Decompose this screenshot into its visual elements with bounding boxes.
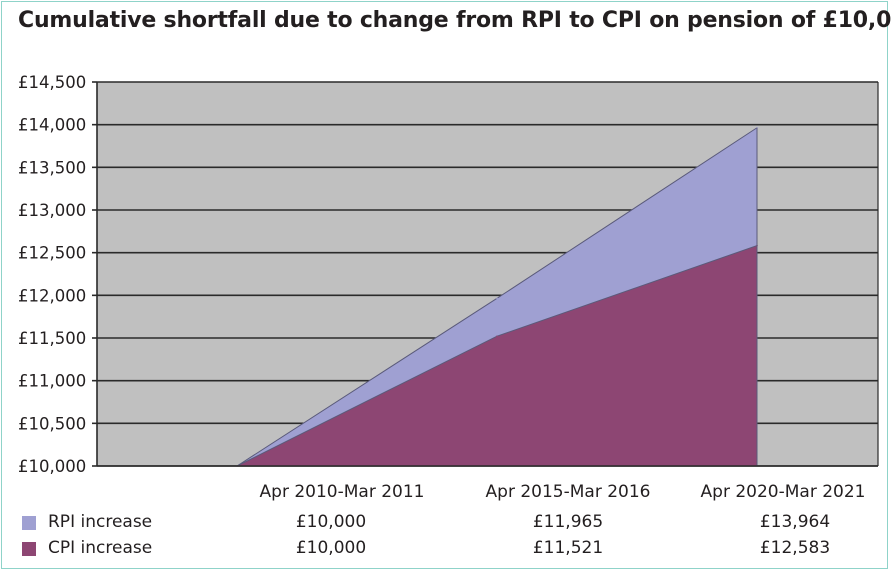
legend-label-rpi: RPI increase	[48, 512, 153, 532]
data-point-0-1	[496, 297, 498, 300]
y-tick-label: £11,500	[18, 329, 86, 348]
y-tick-label: £14,000	[18, 116, 86, 135]
rpi-value-0: £10,000	[295, 512, 367, 532]
category-label-2: Apr 2020-Mar 2021	[700, 482, 866, 502]
y-tick-label: £13,000	[18, 201, 86, 220]
category-label-1: Apr 2015-Mar 2016	[485, 482, 651, 502]
rpi-value-2: £13,964	[759, 512, 831, 532]
legend-swatch-rpi	[22, 516, 36, 530]
data-point-1-1	[496, 335, 498, 338]
category-label-0: Apr 2010-Mar 2011	[259, 482, 425, 502]
chart-title: Cumulative shortfall due to change from …	[18, 8, 891, 33]
y-tick-label: £14,500	[18, 73, 86, 92]
legend-swatch-cpi	[22, 542, 36, 556]
rpi-value-1: £11,965	[532, 512, 604, 532]
y-tick-label: £12,000	[18, 286, 86, 305]
y-tick-label: £10,500	[18, 414, 86, 433]
area-cpi-increase	[237, 245, 757, 466]
y-tick-label: £12,500	[18, 244, 86, 263]
cpi-value-1: £11,521	[532, 538, 604, 558]
cpi-value-2: £12,583	[759, 538, 831, 558]
y-tick-label: £10,000	[18, 457, 86, 476]
cpi-value-0: £10,000	[295, 538, 367, 558]
y-tick-label: £13,500	[18, 158, 86, 177]
legend-label-cpi: CPI increase	[48, 538, 153, 558]
y-tick-label: £11,000	[18, 372, 86, 391]
